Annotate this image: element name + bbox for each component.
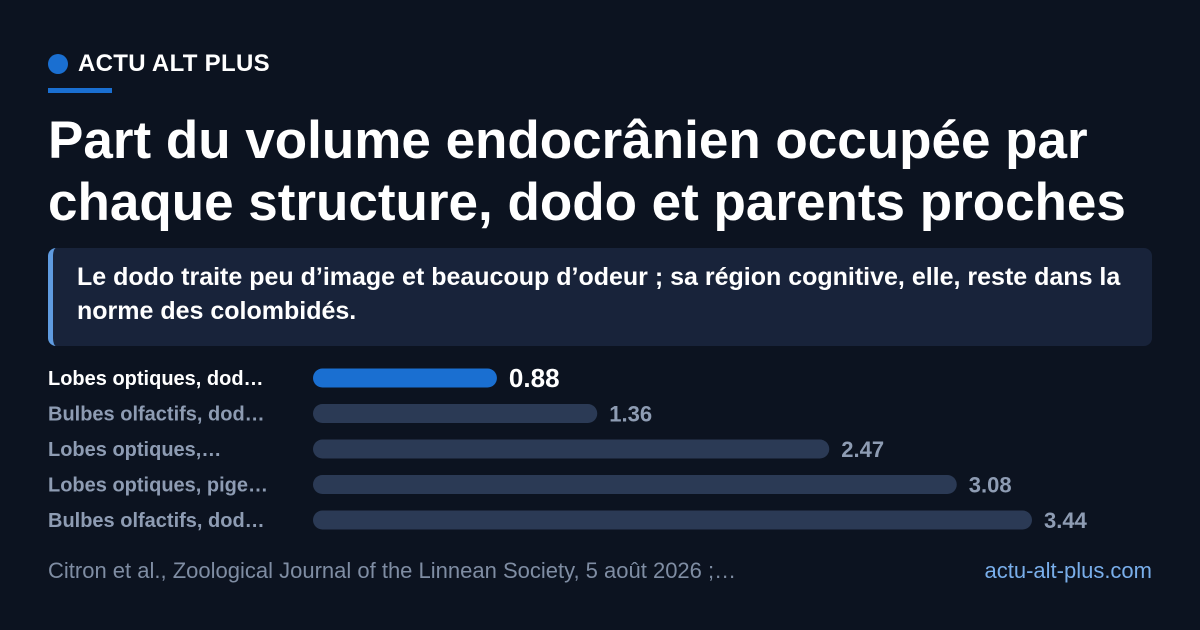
bar-value-label: 0.88 [509,363,560,393]
bar-chart-svg: Lobes optiques, dod… 0.88 Bulbes olfactifs… [48,363,1088,533]
bar-chart: Lobes optiques, dod… 0.88 Bulbes olfactifs… [0,360,1200,540]
bar [313,404,598,423]
bar-category-label: Lobes optiques, pige… [48,475,268,497]
bar-value-label: 3.08 [969,473,1012,498]
bar-category-label: Lobes optiques,… [48,439,221,461]
bar-category-label: Bulbes olfactifs, dod… [48,404,265,426]
bar [313,368,497,388]
bar [313,475,957,494]
bar-value-label: 1.36 [609,402,652,427]
source-note: Citron et al., Zoological Journal of the… [48,558,737,583]
bar-value-label: 3.44 [1044,508,1088,533]
bar [313,510,1032,530]
bar-value-label: 2.47 [841,437,884,462]
bar [313,439,830,459]
bar-category-label: Bulbes olfactifs, dod… [48,510,265,532]
lede-text: Le dodo traite peu d’image et beaucoup d… [77,263,1121,325]
page-title: Part du volume endocrânien occupée par c… [48,111,1126,232]
brand-name: ACTU ALT PLUS [78,50,270,77]
bar-category-label: Lobes optiques, dod… [48,368,264,390]
brand-underline [48,88,112,93]
site-link[interactable]: actu-alt-plus.com [984,558,1152,583]
brand-dot-icon [48,54,68,74]
lede-box: Le dodo traite peu d’image et beaucoup d… [48,248,1152,346]
